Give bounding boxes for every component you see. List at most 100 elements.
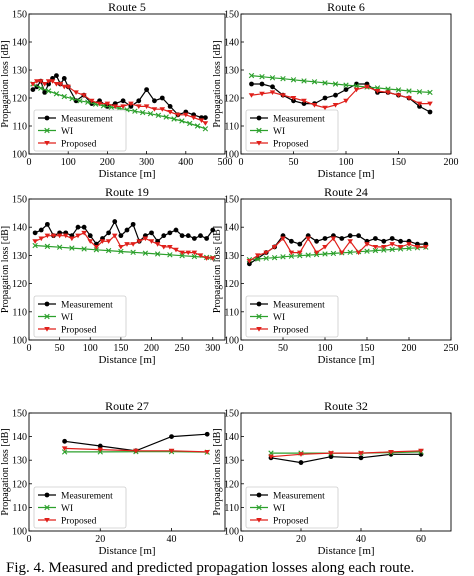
x-tick-label: 20 [95, 534, 105, 545]
marker-triangle [190, 115, 197, 121]
marker-triangle [374, 89, 381, 94]
series-markers-measurement [249, 81, 433, 115]
marker-triangle [57, 82, 64, 87]
legend-label: Proposed [273, 326, 309, 336]
marker-dot [38, 227, 44, 233]
legend-label: Measurement [273, 115, 325, 125]
figure-caption: Fig. 4. Measured and predicted propagati… [6, 560, 415, 576]
marker-triangle [381, 244, 387, 250]
marker-x [100, 103, 107, 109]
y-tick-label: 120 [224, 94, 239, 105]
x-tick-label: 100 [61, 157, 76, 168]
marker-triangle [280, 236, 286, 242]
marker-triangle [313, 250, 320, 256]
marker-triangle [32, 239, 38, 244]
y-tick-label: 120 [12, 279, 27, 290]
marker-x [305, 252, 311, 258]
marker-dot [118, 233, 124, 239]
marker-triangle [385, 90, 391, 95]
marker-triangle [148, 239, 155, 244]
y-tick-label: 100 [224, 527, 239, 538]
y-axis-label: Propagation loss [dB] [0, 40, 11, 127]
marker-dot [32, 230, 38, 236]
x-tick-label: 200 [444, 157, 459, 168]
legend-label: Proposed [61, 326, 97, 336]
marker-dot [322, 236, 328, 241]
x-tick-label: 100 [318, 343, 333, 354]
marker-triangle [311, 103, 318, 108]
marker-x [69, 95, 75, 102]
legend-label: Measurement [61, 492, 113, 502]
marker-dot [427, 109, 433, 115]
chart-panel-1: Route 50 100 200 300 400 50010011012013014015… [0, 0, 233, 180]
marker-triangle [130, 242, 136, 247]
marker-x [69, 245, 75, 251]
marker-triangle [69, 236, 75, 242]
marker-x [343, 82, 349, 88]
marker-x [381, 247, 387, 253]
y-tick-label: 110 [12, 122, 27, 133]
marker-triangle [75, 233, 81, 239]
marker-triangle [427, 101, 433, 107]
marker-triangle [328, 451, 334, 456]
marker-triangle [198, 118, 205, 123]
marker-triangle [167, 110, 173, 115]
chart-title: Route 19 [105, 185, 149, 199]
marker-triangle [50, 233, 57, 239]
marker-triangle [49, 79, 56, 84]
legend-box [33, 109, 127, 152]
marker-triangle [414, 244, 421, 250]
chart-panel-2: Route 6 0 50 100 150 200 100 110 120 130 140 150 Dis… [212, 0, 459, 180]
plot-frame [28, 198, 226, 341]
marker-triangle [389, 242, 395, 247]
y-tick-label: 140 [224, 38, 239, 49]
y-tick-label: 100 [224, 336, 239, 347]
marker-x [61, 449, 68, 455]
chart-panel-4: Route 24 0 50 100 150 200 250 100 110 120 130 140 15… [212, 185, 459, 366]
marker-triangle [41, 82, 48, 87]
marker-triangle [120, 104, 126, 109]
series-line-measurement [249, 234, 426, 265]
y-tick-label: 140 [12, 432, 27, 443]
y-tick-label: 110 [12, 307, 27, 318]
x-tick-label: 200 [402, 343, 417, 354]
marker-dot [44, 115, 50, 121]
marker-dot [61, 76, 67, 81]
marker-dot [44, 301, 50, 307]
series-markers-proposed [268, 448, 424, 460]
marker-x [297, 252, 303, 259]
marker-triangle [159, 107, 166, 112]
marker-x [44, 243, 51, 250]
y-tick-label: 140 [224, 432, 239, 443]
plot-frame [240, 412, 452, 532]
marker-x [202, 126, 209, 132]
marker-dot [54, 73, 59, 78]
legend-label: Measurement [273, 492, 325, 502]
marker-x [353, 83, 360, 89]
marker-x [288, 253, 295, 259]
marker-dot [198, 233, 203, 239]
marker-dot [159, 95, 165, 101]
marker-triangle [364, 242, 370, 247]
y-tick-label: 120 [12, 479, 27, 490]
x-tick-label: 400 [178, 157, 193, 168]
x-axis-label: Distance [m] [98, 354, 155, 366]
marker-x [290, 77, 297, 83]
legend-label: Proposed [273, 140, 309, 150]
x-axis-label: Distance [m] [317, 545, 374, 557]
y-tick-label: 150 [224, 10, 239, 21]
series-line-proposed [249, 237, 426, 262]
marker-triangle [322, 105, 328, 111]
marker-triangle [298, 452, 304, 457]
series-line-measurement [270, 453, 421, 464]
marker-dot [343, 87, 349, 92]
marker-x [268, 450, 274, 456]
chart-title: Route 32 [324, 399, 368, 413]
x-axis-label: Distance [m] [317, 168, 374, 180]
chart-title: Route 5 [108, 0, 146, 14]
chart-title: Route 24 [324, 185, 368, 199]
marker-triangle [397, 244, 404, 250]
marker-x [427, 89, 433, 96]
marker-x [406, 88, 412, 94]
marker-dot [62, 438, 68, 444]
